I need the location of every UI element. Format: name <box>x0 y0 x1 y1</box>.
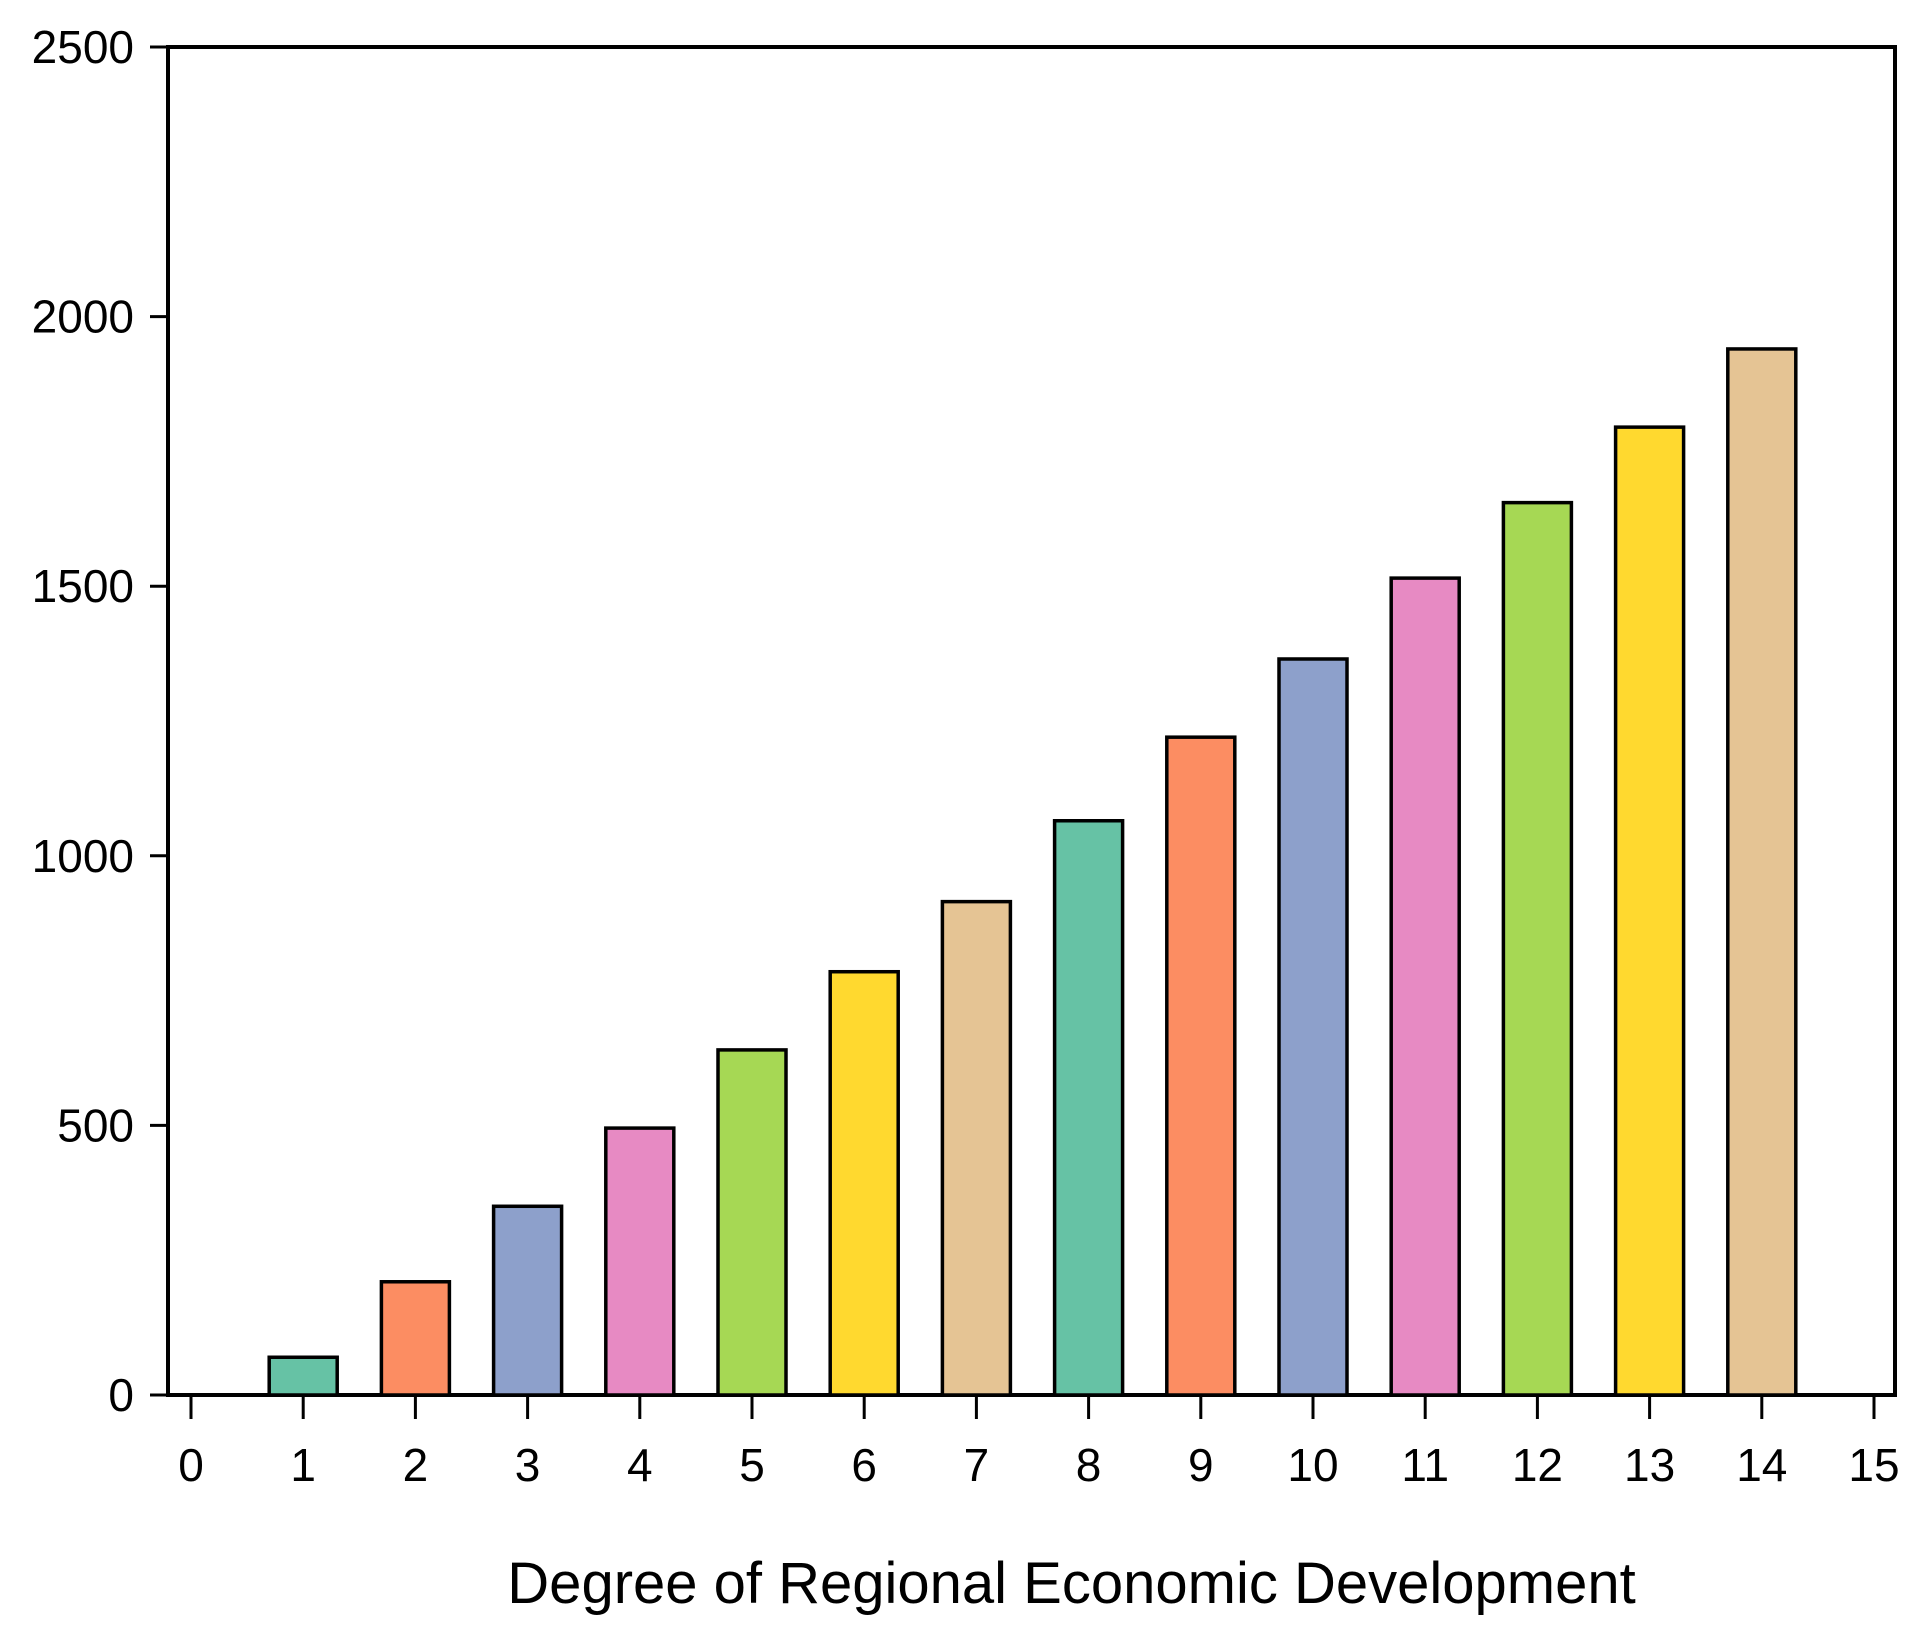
x-tick-label-14: 14 <box>1736 1439 1787 1491</box>
bar-14 <box>1726 347 1798 1397</box>
x-axis-title: Degree of Regional Economic Development <box>507 1551 1635 1616</box>
x-tick-label-11: 11 <box>1401 1439 1449 1491</box>
plot-area <box>166 45 1897 1397</box>
bar-8 <box>1052 819 1125 1397</box>
x-axis: 0 1 2 3 4 5 6 7 8 9 10 11 12 13 14 15 <box>178 1395 1900 1491</box>
bar-1 <box>267 1355 339 1397</box>
y-tick-label-2000: 2000 <box>32 291 134 343</box>
bar-9 <box>1165 735 1237 1397</box>
bar-10 <box>1277 657 1349 1397</box>
x-tick-label-1: 1 <box>290 1439 316 1491</box>
x-tick-label-15: 15 <box>1848 1439 1899 1491</box>
y-tick-label-1500: 1500 <box>32 560 134 612</box>
x-tick-label-9: 9 <box>1188 1439 1214 1491</box>
bar-12 <box>1501 500 1574 1397</box>
bar-6 <box>828 969 900 1397</box>
bar-3 <box>491 1204 564 1397</box>
y-tick-label-500: 500 <box>57 1099 134 1151</box>
y-axis: 0 500 1000 1500 2000 2500 <box>32 21 168 1421</box>
x-tick-label-5: 5 <box>739 1439 765 1491</box>
x-tick-label-6: 6 <box>851 1439 877 1491</box>
bar-13 <box>1613 425 1686 1397</box>
x-tick-label-4: 4 <box>627 1439 653 1491</box>
x-tick-label-8: 8 <box>1076 1439 1102 1491</box>
bars <box>267 347 1798 1397</box>
x-tick-label-0: 0 <box>178 1439 204 1491</box>
bar-2 <box>379 1280 452 1397</box>
x-tick-label-12: 12 <box>1512 1439 1563 1491</box>
x-tick-label-7: 7 <box>964 1439 990 1491</box>
bar-7 <box>940 899 1013 1397</box>
x-tick-label-10: 10 <box>1287 1439 1338 1491</box>
y-tick-label-2500: 2500 <box>32 21 134 73</box>
y-tick-label-1000: 1000 <box>32 830 134 882</box>
bar-5 <box>716 1048 788 1397</box>
bar-4 <box>604 1126 676 1397</box>
x-tick-label-3: 3 <box>515 1439 541 1491</box>
bar-11 <box>1389 576 1461 1397</box>
x-tick-label-13: 13 <box>1624 1439 1675 1491</box>
y-tick-label-0: 0 <box>108 1369 134 1421</box>
plot-border <box>166 45 1897 1397</box>
x-tick-label-2: 2 <box>403 1439 429 1491</box>
